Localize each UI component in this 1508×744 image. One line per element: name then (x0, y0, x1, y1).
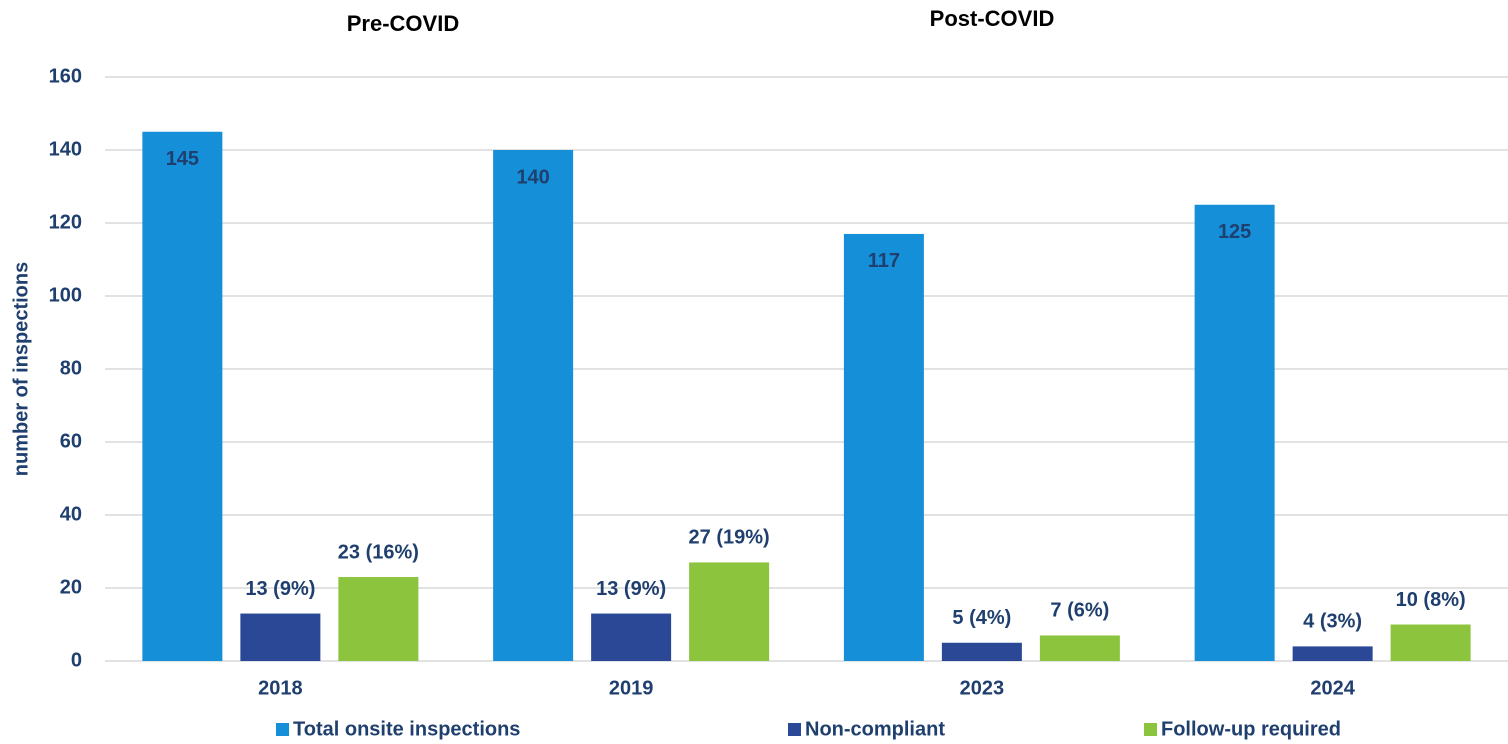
data-label: 145 (166, 148, 199, 170)
y-tick-label: 120 (49, 211, 82, 233)
y-tick-label: 80 (60, 357, 82, 379)
bar (689, 562, 770, 661)
y-tick-label: 20 (60, 576, 82, 598)
data-label: 13 (9%) (596, 578, 666, 600)
bar (142, 131, 223, 661)
legend-swatch (1144, 723, 1157, 736)
bar (941, 642, 1022, 661)
bar (1039, 635, 1120, 661)
annotation: Pre-COVID (347, 11, 459, 36)
bar (493, 150, 574, 661)
data-label: 27 (19%) (689, 527, 770, 549)
data-label: 13 (9%) (245, 578, 315, 600)
data-label: 7 (6%) (1050, 600, 1109, 622)
data-label: 117 (868, 250, 900, 272)
y-tick-label: 160 (49, 65, 82, 87)
bar (1292, 646, 1373, 661)
x-tick-label: 2024 (1310, 677, 1355, 699)
y-tick-label: 140 (49, 138, 82, 160)
y-tick-label: 0 (71, 649, 82, 671)
x-tick-label: 2019 (609, 677, 654, 699)
legend-label: Non-compliant (805, 718, 945, 740)
bar (591, 613, 672, 661)
legend-label: Follow-up required (1161, 718, 1341, 740)
data-label: 4 (3%) (1303, 611, 1362, 633)
y-axis-label: number of inspections (10, 262, 32, 476)
legend-label: Total onsite inspections (293, 718, 520, 740)
y-tick-label: 60 (60, 430, 82, 452)
annotation: Post-COVID (930, 6, 1055, 31)
data-label: 140 (516, 166, 549, 188)
bar (1194, 204, 1275, 661)
x-tick-label: 2018 (258, 677, 303, 699)
data-label: 23 (16%) (338, 541, 419, 563)
y-tick-label: 100 (49, 284, 82, 306)
bar (1390, 624, 1471, 661)
legend-swatch (788, 723, 801, 736)
data-label: 5 (4%) (952, 607, 1011, 629)
bar (240, 613, 321, 661)
bar (843, 233, 924, 661)
legend-swatch (276, 723, 289, 736)
data-label: 125 (1218, 221, 1251, 243)
bar (338, 577, 419, 661)
data-label: 10 (8%) (1396, 589, 1466, 611)
y-tick-label: 40 (60, 503, 82, 525)
x-tick-label: 2023 (960, 677, 1005, 699)
